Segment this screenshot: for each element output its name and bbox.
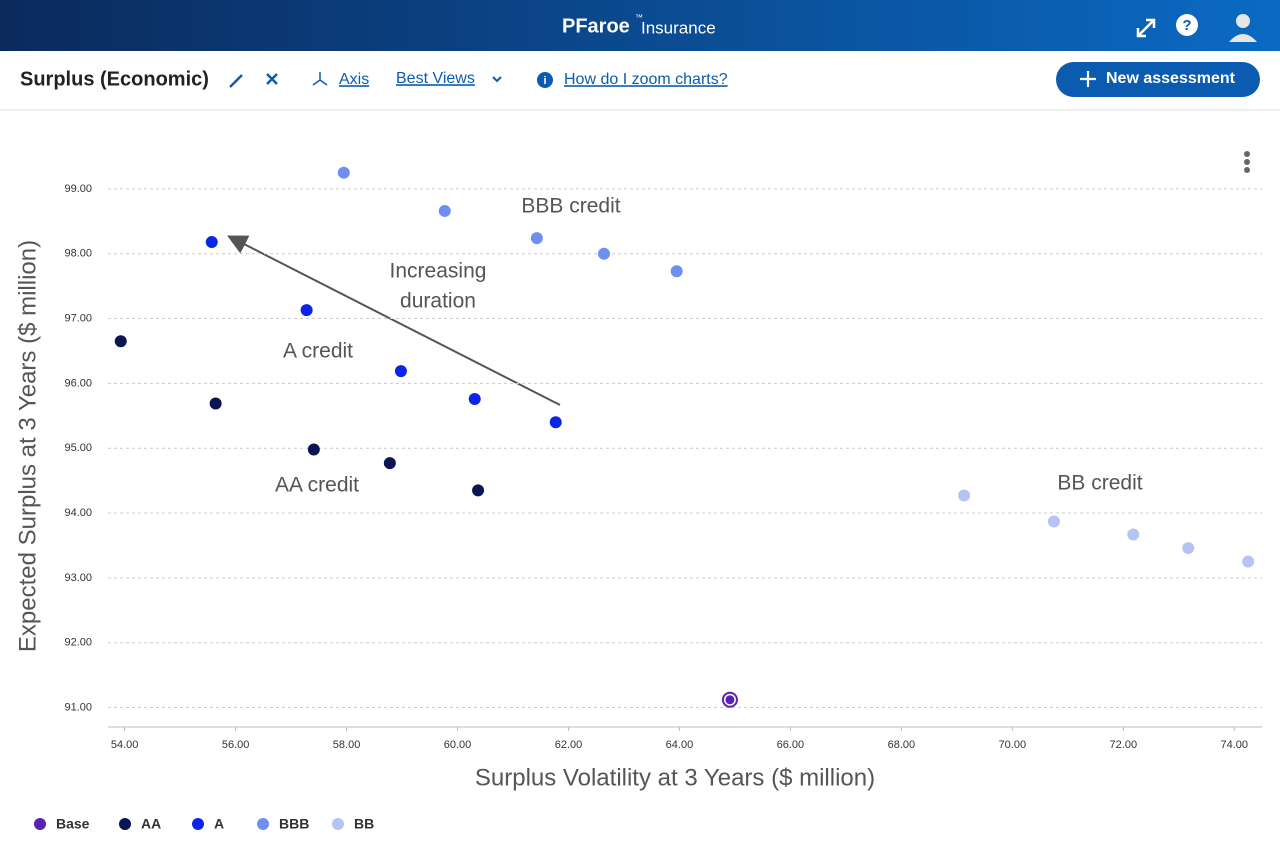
- point: [468, 392, 481, 405]
- point: [1047, 515, 1060, 528]
- point: [114, 335, 127, 348]
- x-tick-label: 74.00: [1220, 739, 1248, 751]
- point: [394, 365, 407, 378]
- point: [472, 484, 485, 497]
- point: [958, 489, 971, 502]
- y-tick-label: 94.00: [64, 507, 92, 519]
- point: [300, 304, 313, 317]
- close-icon[interactable]: [266, 73, 278, 85]
- legend-label: Base: [56, 816, 90, 832]
- plus-icon: [1080, 71, 1096, 87]
- point: [205, 236, 218, 249]
- y-tick-label: 93.00: [64, 572, 92, 584]
- point: [1182, 542, 1195, 555]
- y-tick-label: 96.00: [64, 377, 92, 389]
- help-link[interactable]: How do I zoom charts?: [564, 71, 728, 88]
- user-icon[interactable]: [1236, 14, 1250, 28]
- annotation: AA credit: [275, 474, 359, 497]
- x-tick-label: 56.00: [222, 739, 250, 751]
- legend-label: BBB: [279, 816, 309, 832]
- y-tick-label: 99.00: [64, 183, 92, 195]
- point: [307, 443, 320, 456]
- y-tick-label: 91.00: [64, 701, 92, 713]
- x-tick-label: 60.00: [444, 739, 472, 751]
- point: [1242, 555, 1255, 568]
- point: [438, 204, 451, 217]
- menu-dot: [1244, 159, 1250, 165]
- annotation: BBB credit: [521, 195, 620, 218]
- header-bar: [0, 0, 1280, 51]
- info-glyph: i: [543, 75, 546, 87]
- legend-swatch: [257, 818, 269, 830]
- plot: 91.00 92.00 93.00 94.00 95.00 96.00 97.00 98.00…: [34, 166, 1262, 832]
- duration-arrow: [227, 235, 561, 406]
- menu-dot: [1244, 167, 1250, 173]
- x-tick-label: 64.00: [666, 739, 694, 751]
- legend-swatch: [192, 818, 204, 830]
- x-tick-label: 72.00: [1110, 739, 1138, 751]
- help-icon[interactable]: [1176, 14, 1198, 36]
- legend-label: A: [214, 816, 224, 832]
- point: [209, 397, 222, 410]
- y-tick-label: 97.00: [64, 312, 92, 324]
- x-tick-label: 68.00: [888, 739, 916, 751]
- legend-swatch: [332, 818, 344, 830]
- point: [337, 166, 350, 179]
- annotation: A credit: [283, 340, 353, 363]
- annotation: BB credit: [1057, 472, 1142, 495]
- point: [725, 695, 735, 705]
- point: [1127, 528, 1140, 541]
- best-views-link[interactable]: Best Views: [396, 70, 475, 87]
- point: [549, 416, 562, 429]
- edit-icon[interactable]: [229, 74, 243, 88]
- x-tick-label: 66.00: [777, 739, 805, 751]
- y-tick-label: 98.00: [64, 248, 92, 260]
- annotation: Increasing: [390, 260, 487, 283]
- x-tick-label: 62.00: [555, 739, 583, 751]
- point: [670, 265, 683, 278]
- x-tick-label: 54.00: [111, 739, 139, 751]
- point: [530, 232, 543, 245]
- point: [383, 457, 396, 470]
- product: Insurance: [641, 18, 716, 37]
- axis-link[interactable]: Axis: [339, 71, 369, 88]
- help-glyph: ?: [1182, 17, 1191, 34]
- user-body: [1229, 34, 1257, 42]
- x-tick-label: 70.00: [999, 739, 1027, 751]
- y-tick-label: 95.00: [64, 442, 92, 454]
- expand-icon[interactable]: [1136, 18, 1156, 38]
- legend-swatch: [119, 818, 131, 830]
- legend-swatch: [34, 818, 46, 830]
- axis-icon: [312, 72, 328, 86]
- y-axis-title: Expected Surplus at 3 Years ($ million): [14, 240, 41, 652]
- page-title: Surplus (Economic): [20, 68, 209, 90]
- button-label: New assessment: [1106, 70, 1236, 87]
- trademark: ™: [635, 13, 643, 22]
- point: [597, 247, 610, 260]
- x-tick-label: 58.00: [333, 739, 361, 751]
- info-icon: [537, 72, 553, 88]
- brand: PFaroe: [562, 15, 630, 37]
- annotation: duration: [400, 290, 476, 313]
- new-assessment-button[interactable]: [1056, 62, 1260, 97]
- menu-dot[interactable]: [1244, 151, 1250, 157]
- x-axis-title: Surplus Volatility at 3 Years ($ million…: [475, 764, 875, 791]
- chevron: [492, 76, 502, 83]
- y-tick-label: 92.00: [64, 637, 92, 649]
- legend-label: AA: [141, 816, 161, 832]
- legend-label: BB: [354, 816, 374, 832]
